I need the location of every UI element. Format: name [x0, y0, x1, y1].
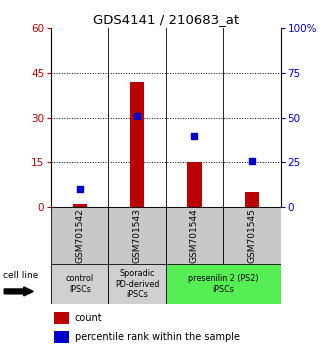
Bar [166, 264, 280, 304]
Text: count: count [75, 313, 102, 323]
Bar [166, 207, 223, 264]
Bar [51, 264, 109, 304]
Text: GSM701542: GSM701542 [75, 208, 84, 263]
FancyArrow shape [4, 287, 33, 296]
Point [135, 113, 140, 119]
Text: cell line: cell line [3, 270, 38, 280]
Bar [109, 207, 166, 264]
Bar [51, 207, 109, 264]
Point [77, 187, 82, 192]
Bar [223, 207, 280, 264]
Text: control
IPSCs: control IPSCs [66, 274, 94, 294]
Bar [245, 192, 259, 207]
Title: GDS4141 / 210683_at: GDS4141 / 210683_at [93, 13, 239, 26]
Text: GSM701545: GSM701545 [247, 208, 256, 263]
Bar [109, 264, 166, 304]
Text: presenilin 2 (PS2)
iPSCs: presenilin 2 (PS2) iPSCs [188, 274, 258, 294]
Point [192, 133, 197, 138]
Bar [54, 331, 69, 343]
Text: percentile rank within the sample: percentile rank within the sample [75, 332, 240, 342]
Text: Sporadic
PD-derived
iPSCs: Sporadic PD-derived iPSCs [115, 269, 159, 299]
Bar [73, 204, 87, 207]
Bar [187, 162, 202, 207]
Bar [130, 82, 144, 207]
Bar [54, 312, 69, 324]
Text: GSM701543: GSM701543 [133, 208, 142, 263]
Text: GSM701544: GSM701544 [190, 208, 199, 263]
Point [249, 158, 254, 164]
